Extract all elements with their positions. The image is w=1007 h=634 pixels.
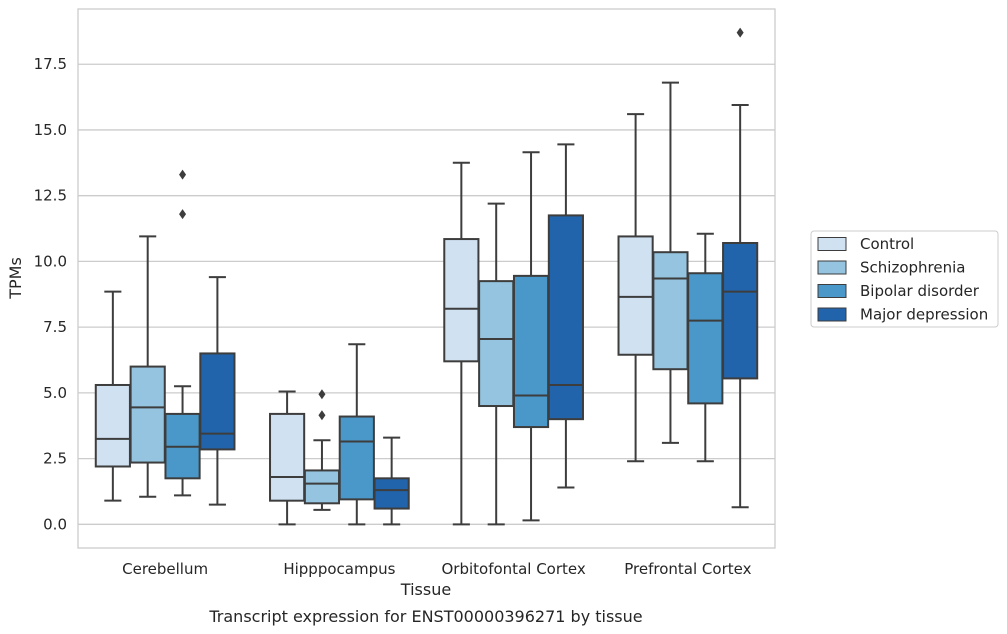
legend-label: Control	[860, 235, 914, 253]
box-iqr	[338, 415, 375, 501]
y-tick-label: 17.5	[34, 55, 67, 73]
box-iqr	[617, 235, 654, 356]
legend-label: Schizophrenia	[860, 259, 965, 277]
x-tick-label: Hipppocampus	[283, 560, 395, 578]
legend-swatch	[817, 284, 847, 298]
box-iqr	[94, 383, 131, 468]
box-group	[164, 169, 201, 497]
box-iqr	[512, 274, 550, 429]
legend: Control Schizophrenia Bipolar disorder Majo…	[810, 230, 999, 328]
box-group	[547, 143, 584, 489]
x-tick-label: Orbitofontal Cortex	[442, 560, 586, 578]
legend-swatch	[817, 307, 847, 322]
x-tick-label: Cerebellum	[122, 560, 208, 578]
box-group	[443, 161, 480, 526]
box-iqr	[199, 352, 236, 451]
box-group	[303, 389, 341, 511]
y-tick-label: 12.5	[34, 187, 67, 205]
legend-items: Control Schizophrenia Bipolar disorder Majo…	[817, 235, 988, 324]
box-group	[652, 81, 689, 444]
box-group	[199, 276, 236, 506]
boxes-layer	[94, 27, 759, 526]
box-iqr	[478, 280, 515, 408]
box-group	[373, 436, 410, 526]
legend-frame	[810, 230, 999, 328]
box-iqr	[303, 469, 341, 505]
box-iqr	[547, 214, 584, 421]
legend-swatch	[817, 237, 847, 251]
box-iqr	[373, 477, 410, 510]
box-iqr	[129, 365, 166, 464]
box-group	[338, 343, 375, 526]
y-tick-label: 0.0	[43, 515, 67, 533]
outlier-point	[179, 169, 187, 180]
outlier-point	[318, 389, 326, 400]
box-iqr	[269, 412, 306, 502]
outlier-point	[179, 209, 187, 220]
box-iqr	[443, 238, 480, 363]
plot-frame	[77, 8, 776, 549]
box-group	[269, 390, 306, 526]
y-tick-label: 5.0	[43, 384, 67, 402]
box-group	[617, 113, 654, 463]
box-iqr	[652, 251, 689, 371]
legend-label: Major depression	[860, 306, 988, 324]
legend-label: Bipolar disorder	[860, 282, 980, 300]
y-axis-title: TPMs	[6, 257, 25, 300]
box-group	[129, 235, 166, 498]
chart-caption: Transcript expression for ENST0000039627…	[208, 607, 642, 626]
outlier-point	[736, 27, 744, 38]
legend-swatch	[817, 260, 847, 275]
y-tick-labels: 0.0 2.5 5.0 7.5 10.0 12.5 15.0 17.5	[34, 55, 67, 533]
box-group	[722, 27, 759, 509]
y-tick-label: 10.0	[34, 252, 67, 270]
x-tick-label: Prefrontal Cortex	[624, 560, 751, 578]
x-axis-title: Tissue	[400, 580, 451, 599]
box-group	[512, 151, 550, 522]
box-group	[94, 290, 131, 502]
x-tick-labels: Cerebellum Hipppocampus Orbitofontal Corte…	[122, 560, 751, 578]
box-iqr	[722, 242, 759, 380]
y-tick-label: 15.0	[34, 121, 67, 139]
box-iqr	[687, 272, 724, 405]
y-tick-label: 7.5	[43, 318, 67, 336]
y-tick-label: 2.5	[43, 450, 67, 468]
outlier-point	[318, 410, 326, 421]
box-group	[478, 202, 515, 526]
box-group	[687, 232, 724, 463]
